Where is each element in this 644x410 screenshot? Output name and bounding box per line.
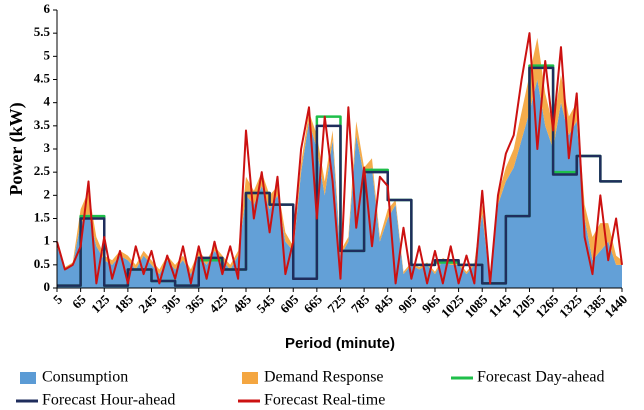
legend-swatch (20, 372, 36, 384)
y-tick-label: 2 (44, 186, 51, 201)
x-tick-label: 425 (206, 291, 231, 316)
x-axis-label: Period (minute) (285, 335, 395, 352)
y-tick-label: 3 (44, 140, 51, 155)
x-tick-label: 1265 (532, 291, 561, 320)
legend-label: Forecast Day-ahead (477, 369, 605, 386)
x-tick-label: 65 (69, 291, 89, 311)
y-tick-label: 0 (44, 279, 51, 294)
x-tick-label: 1325 (556, 291, 585, 320)
y-axis-label: Power (kW) (6, 102, 27, 195)
x-tick-label: 1145 (486, 291, 515, 320)
x-tick-label: 785 (348, 291, 373, 316)
y-tick-label: 0.5 (34, 256, 51, 271)
y-tick-label: 1.5 (34, 209, 51, 224)
y-tick-label: 6 (44, 1, 51, 16)
x-tick-label: 485 (230, 291, 255, 316)
x-tick-label: 5 (50, 291, 66, 307)
legend-label: Demand Response (264, 369, 384, 386)
x-tick-label: 905 (395, 291, 420, 316)
x-tick-label: 1205 (509, 291, 538, 320)
legend-swatch (242, 372, 258, 384)
x-tick-label: 725 (324, 291, 349, 316)
legend-label: Consumption (42, 369, 128, 386)
x-tick-label: 365 (183, 291, 208, 316)
legend-label: Forecast Hour-ahead (42, 392, 175, 409)
x-tick-label: 605 (277, 291, 302, 316)
x-tick-label: 245 (135, 291, 160, 316)
y-tick-label: 2.5 (34, 163, 51, 178)
y-tick-label: 4 (44, 94, 51, 109)
legend-label: Forecast Real-time (264, 392, 385, 409)
x-tick-label: 1025 (438, 291, 467, 320)
area (57, 37, 622, 284)
area (57, 79, 622, 288)
line (57, 66, 622, 287)
x-tick-label: 845 (372, 291, 397, 316)
x-tick-label: 185 (112, 291, 137, 316)
x-tick-label: 305 (159, 291, 184, 316)
y-tick-label: 5 (44, 47, 51, 62)
x-tick-label: 1440 (601, 292, 630, 321)
x-tick-label: 125 (88, 291, 113, 316)
y-tick-label: 4.5 (34, 70, 51, 85)
x-tick-label: 665 (301, 291, 326, 316)
x-tick-label: 545 (253, 291, 278, 316)
line (56, 32, 623, 285)
x-tick-label: 1085 (461, 291, 490, 320)
y-tick-label: 1 (44, 233, 51, 248)
y-tick-label: 5.5 (34, 24, 51, 39)
y-tick-label: 3.5 (34, 117, 51, 132)
